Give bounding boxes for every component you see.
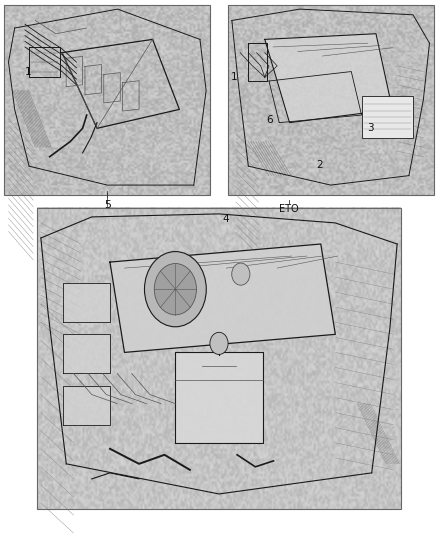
Bar bbox=[228, 5, 434, 195]
Bar bbox=[37, 208, 401, 509]
Polygon shape bbox=[63, 385, 110, 425]
Text: 5: 5 bbox=[104, 200, 111, 211]
Bar bbox=[362, 96, 413, 138]
Text: ETO: ETO bbox=[279, 204, 299, 214]
Text: 1: 1 bbox=[231, 72, 238, 82]
Text: 2: 2 bbox=[316, 160, 323, 170]
Polygon shape bbox=[175, 352, 263, 443]
Circle shape bbox=[154, 263, 197, 315]
Polygon shape bbox=[110, 244, 336, 352]
Polygon shape bbox=[265, 34, 392, 123]
Polygon shape bbox=[63, 334, 110, 374]
Text: 1: 1 bbox=[25, 67, 32, 77]
Bar bbox=[4, 5, 210, 195]
Circle shape bbox=[210, 333, 228, 354]
Bar bbox=[4, 5, 210, 195]
Text: 3: 3 bbox=[367, 123, 374, 133]
Circle shape bbox=[232, 263, 250, 285]
Polygon shape bbox=[63, 283, 110, 322]
Text: 6: 6 bbox=[266, 115, 273, 125]
Text: 4: 4 bbox=[222, 214, 229, 223]
Circle shape bbox=[145, 252, 206, 327]
